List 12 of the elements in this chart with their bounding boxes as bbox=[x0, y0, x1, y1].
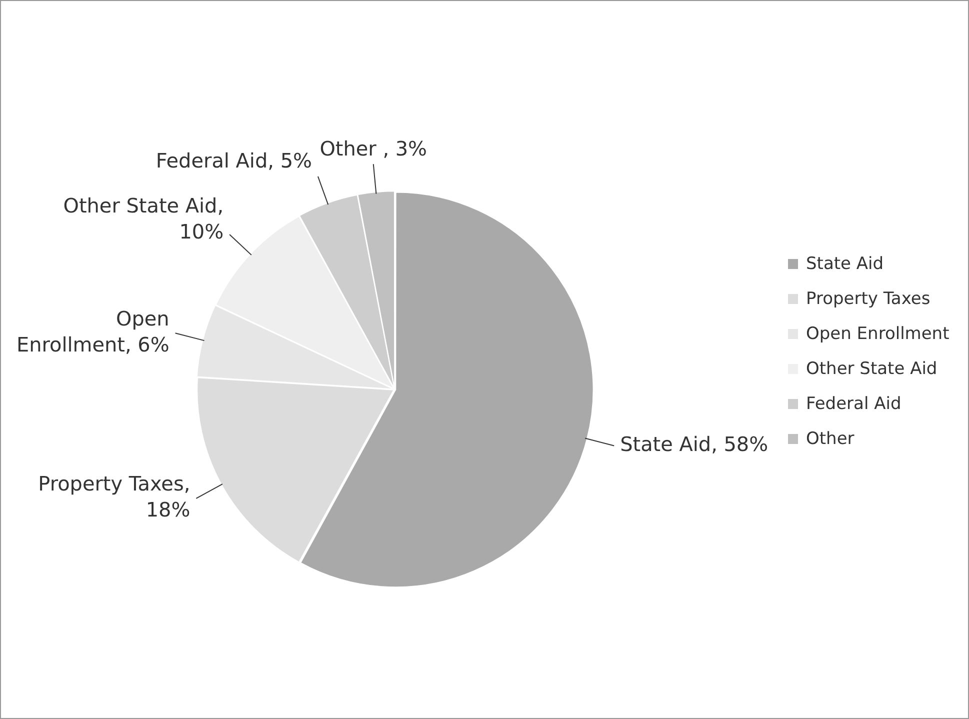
data-label: State Aid, 58% bbox=[620, 432, 768, 456]
legend-label: Open Enrollment bbox=[806, 324, 950, 344]
data-label: Federal Aid, 5% bbox=[156, 148, 312, 173]
data-label: Other , 3% bbox=[320, 136, 428, 160]
data-label: Open Enrollment, 6% bbox=[16, 306, 170, 356]
data-label: Other State Aid, 10% bbox=[63, 194, 224, 244]
legend-label: State Aid bbox=[806, 254, 884, 274]
legend-label: Federal Aid bbox=[806, 394, 902, 414]
data-label: Property Taxes, 18% bbox=[38, 472, 190, 522]
legend-label: Property Taxes bbox=[806, 288, 930, 308]
legend-label: Other State Aid bbox=[806, 358, 938, 378]
legend-label: Other bbox=[806, 428, 854, 448]
